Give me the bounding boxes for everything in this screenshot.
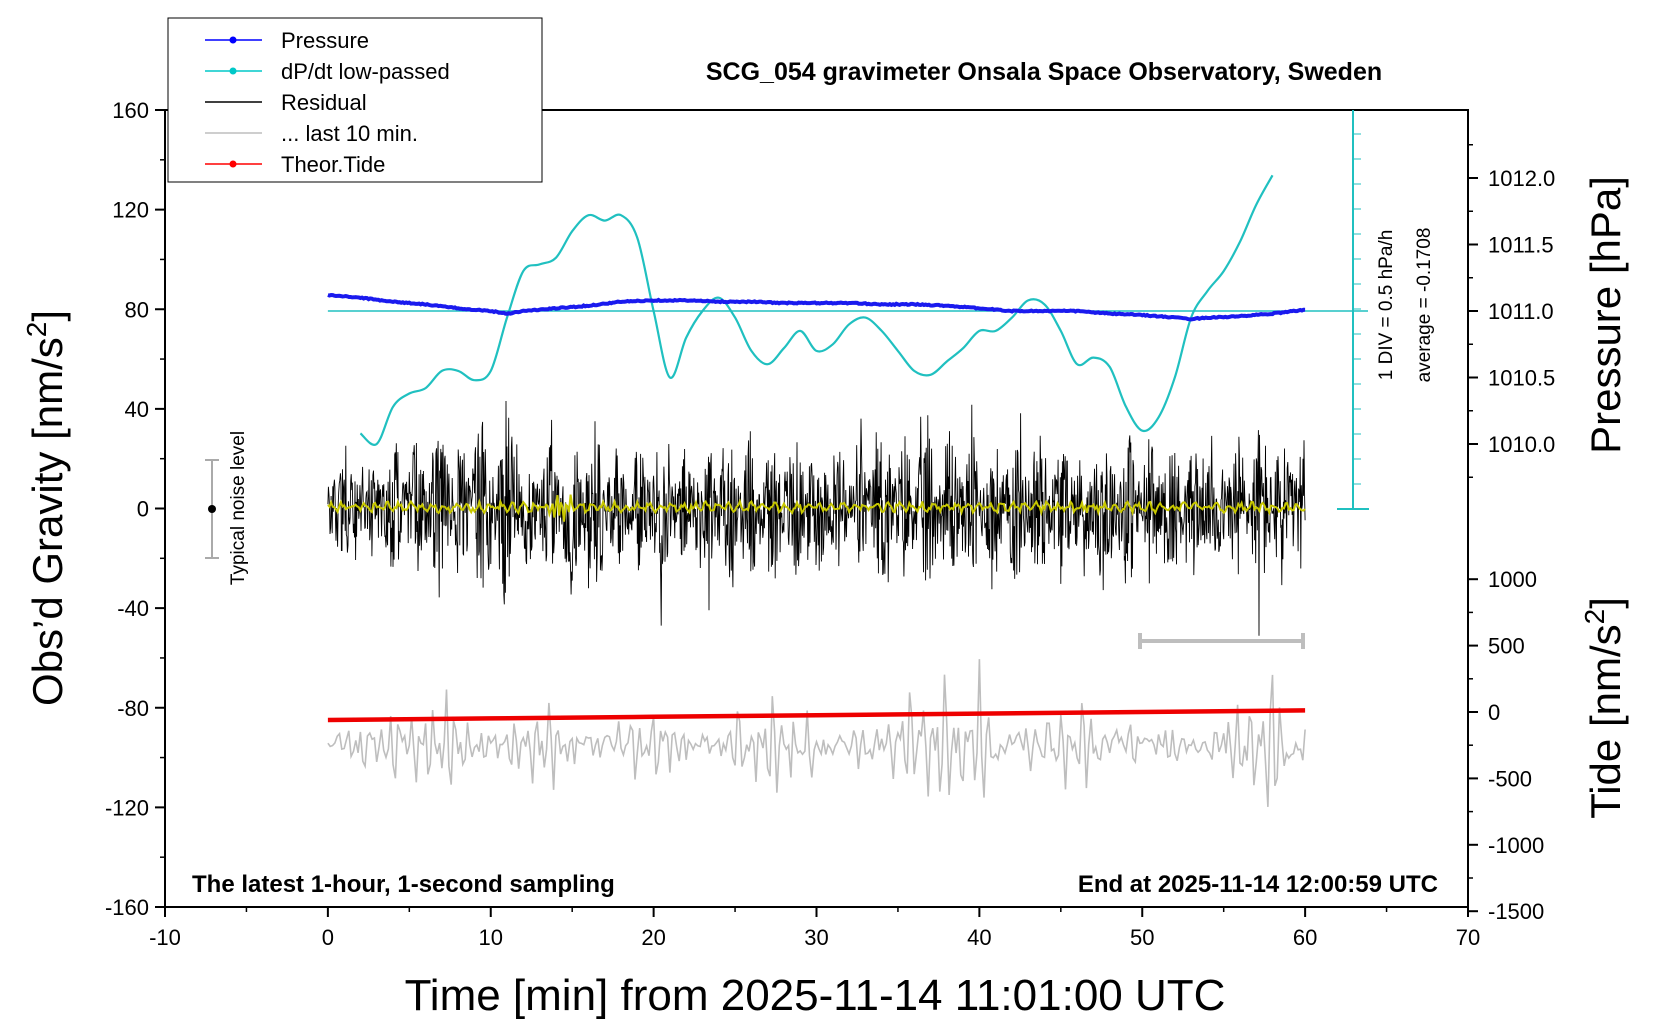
y-tick-label-pressure: 1010.0 xyxy=(1488,432,1555,457)
series-residual xyxy=(327,400,1306,636)
y-tick-label-pressure: 1011.5 xyxy=(1488,233,1554,258)
legend: Pressure dP/dt low-passed Residual ... last… xyxy=(167,17,543,183)
legend-marker xyxy=(229,67,237,75)
x-tick-label: -10 xyxy=(149,925,181,950)
y-tick-label-left: 160 xyxy=(112,98,149,123)
series-layer xyxy=(327,174,1368,807)
y-tick-label-tide: -500 xyxy=(1488,766,1532,791)
legend-label: Residual xyxy=(281,90,367,115)
series-dpdt xyxy=(359,174,1274,446)
x-tick-label: 70 xyxy=(1456,925,1480,950)
y-axis-label-tide: Tide [nm/s2] xyxy=(1579,597,1629,819)
y-tick-label-left: -120 xyxy=(105,795,149,820)
series-last-10-min xyxy=(327,659,1306,807)
x-tick-label: 0 xyxy=(322,925,334,950)
x-tick-label: 30 xyxy=(804,925,828,950)
dpdt-average-label: average = -0.1708 xyxy=(1414,228,1435,383)
y-tick-label-pressure: 1011.0 xyxy=(1488,299,1554,324)
x-tick-label: 40 xyxy=(967,925,991,950)
y-axis-label-left: Obs’d Gravity [nm/s2] xyxy=(21,310,71,706)
chart-title: SCG_054 gravimeter Onsala Space Observat… xyxy=(706,58,1382,86)
legend-label: Pressure xyxy=(281,28,369,53)
y-axis-label-pressure: Pressure [hPa] xyxy=(1582,176,1629,454)
y-tick-label-left: -80 xyxy=(117,696,149,721)
annotation-end-time: End at 2025-11-14 12:00:59 UTC xyxy=(1078,871,1438,898)
y-tick-label-tide: 500 xyxy=(1488,634,1525,659)
y-tick-label-pressure: 1010.5 xyxy=(1488,366,1555,391)
last-10-min-bracket xyxy=(1138,633,1305,649)
y-tick-label-tide: -1500 xyxy=(1488,899,1544,924)
y-tick-label-pressure: 1012.0 xyxy=(1488,166,1555,191)
dpdt-scale-label: 1 DIV = 0.5 hPa/h xyxy=(1376,230,1397,381)
legend-label: dP/dt low-passed xyxy=(281,59,450,84)
y-tick-label-left: 40 xyxy=(125,397,149,422)
series-pressure xyxy=(327,292,1306,322)
dpdt-scale-bar xyxy=(1337,110,1369,510)
series-theor-tide xyxy=(327,708,1306,723)
noise-level-indicator xyxy=(205,459,219,559)
legend-label: ... last 10 min. xyxy=(281,121,418,146)
series-residual-smoothed xyxy=(327,494,1306,522)
ticks-layer: -10 0 10 20 30 40 50 60 70 -160 -120 -80 -40 0 40 80 120… xyxy=(105,98,1555,950)
x-axis-label: Time [min] from 2025-11-14 11:01:00 UTC xyxy=(405,971,1226,1020)
annotation-sampling: The latest 1-hour, 1-second sampling xyxy=(192,871,615,898)
noise-level-label: Typical noise level xyxy=(228,431,249,585)
y-tick-label-left: 0 xyxy=(137,497,149,522)
x-tick-label: 10 xyxy=(479,925,503,950)
y-tick-label-tide: -1000 xyxy=(1488,833,1544,858)
y-tick-label-tide: 0 xyxy=(1488,700,1500,725)
x-tick-label: 20 xyxy=(641,925,665,950)
y-tick-label-tide: 1000 xyxy=(1488,567,1537,592)
x-tick-label: 60 xyxy=(1293,925,1317,950)
legend-marker xyxy=(229,160,237,168)
y-tick-label-left: -160 xyxy=(105,895,149,920)
legend-label: Theor.Tide xyxy=(281,152,385,177)
x-tick-label: 50 xyxy=(1130,925,1154,950)
y-tick-label-left: 120 xyxy=(112,198,149,223)
legend-marker xyxy=(229,36,237,44)
y-tick-label-left: 80 xyxy=(125,297,149,322)
y-tick-label-left: -40 xyxy=(117,596,149,621)
